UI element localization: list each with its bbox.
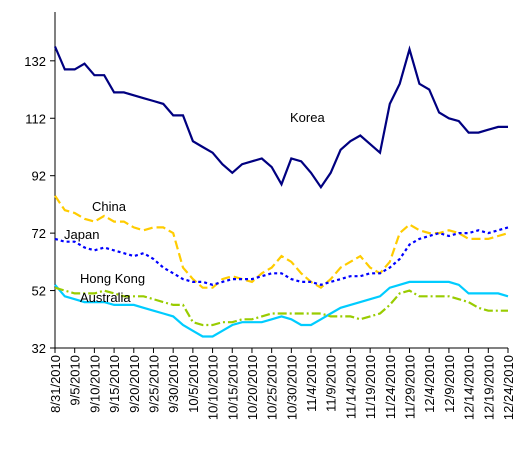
series-line — [54, 226, 509, 286]
x-tick-label: 11/4/2010 — [304, 355, 319, 412]
x-tick-label: 11/9/2010 — [324, 355, 339, 412]
series-line — [53, 45, 508, 190]
x-tick-label: 10/30/2010 — [284, 355, 299, 420]
series-label: Korea — [290, 110, 325, 125]
series-label: Japan — [64, 227, 99, 242]
x-tick-label: 11/24/2010 — [383, 355, 398, 419]
series-line — [54, 286, 508, 327]
y-tick-label: 72 — [32, 226, 46, 241]
x-tick-label: 9/30/2010 — [166, 355, 181, 413]
x-tick-label: 9/5/2010 — [68, 355, 83, 406]
series-label: China — [92, 199, 127, 214]
x-tick-label: 9/20/2010 — [127, 355, 142, 413]
x-tick-label: 10/15/2010 — [225, 355, 240, 420]
series-line — [54, 280, 509, 338]
series-label: Hong Kong — [80, 271, 145, 286]
x-tick-label: 12/4/2010 — [422, 355, 437, 413]
x-tick-label: 11/19/2010 — [363, 355, 378, 419]
x-tick-label: 12/14/2010 — [462, 355, 477, 420]
x-tick-label: 10/25/2010 — [265, 355, 280, 420]
series-label: Australia — [80, 290, 131, 305]
series-line — [54, 195, 509, 290]
x-tick-label: 9/25/2010 — [146, 355, 161, 413]
x-tick-label: 10/5/2010 — [186, 355, 201, 413]
y-tick-label: 92 — [32, 169, 46, 184]
x-tick-label: 9/10/2010 — [87, 355, 102, 413]
x-tick-label: 10/20/2010 — [245, 355, 260, 420]
x-tick-label: 8/31/2010 — [48, 355, 63, 413]
x-tick-label: 9/15/2010 — [107, 355, 122, 413]
x-tick-label: 12/9/2010 — [442, 355, 457, 413]
y-tick-label: 132 — [24, 54, 46, 69]
y-tick-label: 32 — [32, 341, 46, 356]
x-tick-label: 11/29/2010 — [403, 355, 418, 419]
x-tick-label: 10/10/2010 — [206, 355, 221, 420]
x-tick-label: 11/14/2010 — [343, 355, 358, 419]
x-tick-label: 12/24/2010 — [501, 355, 513, 420]
y-tick-label: 52 — [32, 284, 46, 299]
x-tick-label: 12/19/2010 — [481, 355, 496, 420]
y-tick-label: 112 — [25, 111, 46, 126]
